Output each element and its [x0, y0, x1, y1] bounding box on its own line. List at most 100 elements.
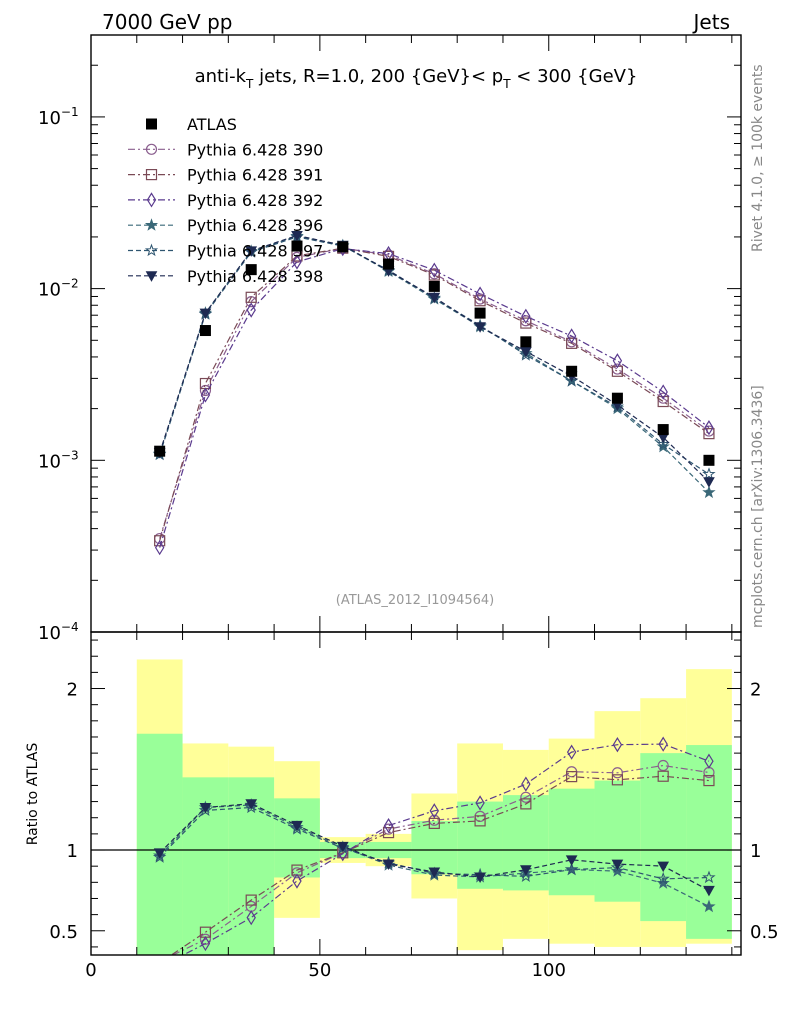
mcplots-label: mcplots.cern.ch [arXiv:1306.3436] [750, 385, 766, 628]
series-point [199, 308, 212, 320]
ratio-series-point [292, 873, 302, 889]
data-point [337, 241, 349, 253]
ratio-series-point [382, 826, 395, 839]
y-tick-label: 10−1 [38, 105, 79, 129]
rivet-label: Rivet 4.1.0, ≥ 100k events [750, 64, 766, 252]
data-point [566, 365, 578, 377]
data-point [657, 424, 669, 436]
series-point [656, 437, 670, 450]
series-point [475, 286, 485, 302]
x-tick-label: 100 [532, 960, 566, 981]
ratio-series-point [152, 850, 167, 863]
ratio-y-tick-label-right: 2 [750, 680, 761, 701]
ratio-series-point [199, 803, 212, 814]
ratio-series-point [658, 736, 668, 752]
ratio-series-point [429, 803, 440, 819]
ratio-series-point [611, 859, 624, 871]
legend-label: ATLAS [187, 115, 237, 134]
data-point [474, 307, 486, 319]
series-point [520, 317, 532, 329]
ratio-series-line [171, 764, 710, 955]
main-panel: 10−1 10−2 10−3 10−4 anti-kT jets, R=1.0, 20… [38, 34, 742, 644]
ratio-series-point [245, 799, 258, 810]
series-point [703, 477, 715, 488]
series-point [200, 387, 211, 403]
uncertainty-band-inner [548, 788, 595, 896]
y-tick-label: 10−4 [38, 620, 79, 644]
uncertainty-band-inner [136, 733, 183, 955]
series-point [520, 347, 532, 358]
ratio-series-point [657, 770, 669, 782]
ratio-y-tick-label: 2 [67, 680, 78, 701]
ratio-series-point [336, 841, 349, 853]
series-point [564, 373, 579, 387]
series-point [428, 269, 440, 281]
series-point [658, 384, 668, 400]
ratio-series-line [170, 775, 710, 955]
legend-marker [145, 169, 158, 181]
ratio-series-point [474, 815, 486, 827]
legend-marker [146, 118, 157, 130]
ratio-series-point [656, 871, 670, 885]
series-point [657, 395, 669, 408]
data-point [245, 264, 257, 276]
legend-marker [145, 143, 158, 155]
x-axis: 0 50 100 [85, 960, 566, 981]
ratio-series-point [564, 862, 579, 876]
ratio-series-point [657, 759, 669, 772]
ratio-y-tick-label-right: 1 [750, 841, 761, 862]
ratio-series-point [611, 767, 624, 779]
ratio-panel: 0.5 0.5 1 1 2 2 Ratio to ATLAS [25, 631, 779, 956]
ratio-series-point [566, 744, 577, 760]
series-point [566, 328, 577, 344]
ratio-series-point [153, 848, 166, 859]
ratio-series-point [566, 771, 578, 783]
series-point [474, 322, 486, 333]
ratio-series-point [291, 820, 303, 832]
ratio-series-point [200, 935, 211, 952]
data-point [520, 336, 532, 348]
series-line [159, 247, 710, 539]
ratio-series-point [702, 899, 716, 913]
analysis-watermark: (ATLAS_2012_I1094564) [336, 593, 494, 608]
series-line [159, 247, 710, 548]
uncertainty-band-inner [411, 820, 458, 875]
uncertainty-band-inner [686, 745, 732, 939]
legend-marker [144, 218, 159, 231]
header-energy-label: 7000 GeV pp [102, 10, 233, 34]
legend-label: Pythia 6.428 396 [187, 216, 323, 235]
series-point [703, 428, 715, 440]
uncertainty-band-inner [594, 780, 641, 902]
legend-label: Pythia 6.428 391 [187, 166, 323, 185]
ratio-series-group [152, 736, 716, 955]
ratio-series-point [474, 872, 486, 883]
y-tick-label: 10−3 [38, 448, 79, 472]
ratio-series-point [656, 876, 670, 889]
ratio-series-point [704, 753, 714, 769]
ratio-y-tick-label-right: 0.5 [750, 922, 779, 943]
legend: ATLAS Pythia 6.428 390 Pythia 6.428 391 Pyt… [128, 115, 323, 286]
ratio-series-point [382, 859, 395, 870]
ratio-series-point [521, 776, 531, 792]
ratio-y-tick-label: 1 [67, 841, 78, 862]
ratio-series-point [428, 867, 441, 879]
series-line [159, 247, 710, 541]
data-point [383, 258, 395, 270]
y-tick-label: 10−2 [38, 277, 79, 301]
data-point [611, 392, 623, 404]
ratio-series-point [611, 774, 624, 786]
ratio-series-point [703, 885, 715, 897]
series-point [429, 262, 440, 278]
x-tick-label: 0 [85, 960, 96, 981]
legend-label: Pythia 6.428 390 [187, 140, 323, 159]
ratio-series-point [612, 737, 623, 753]
series-point [704, 419, 714, 436]
series-point [702, 485, 716, 499]
series-point [474, 295, 486, 307]
series-point [291, 230, 303, 242]
legend-marker [146, 192, 157, 208]
series-point [292, 254, 302, 270]
ratio-series-point [610, 864, 625, 877]
series-point [428, 292, 441, 304]
